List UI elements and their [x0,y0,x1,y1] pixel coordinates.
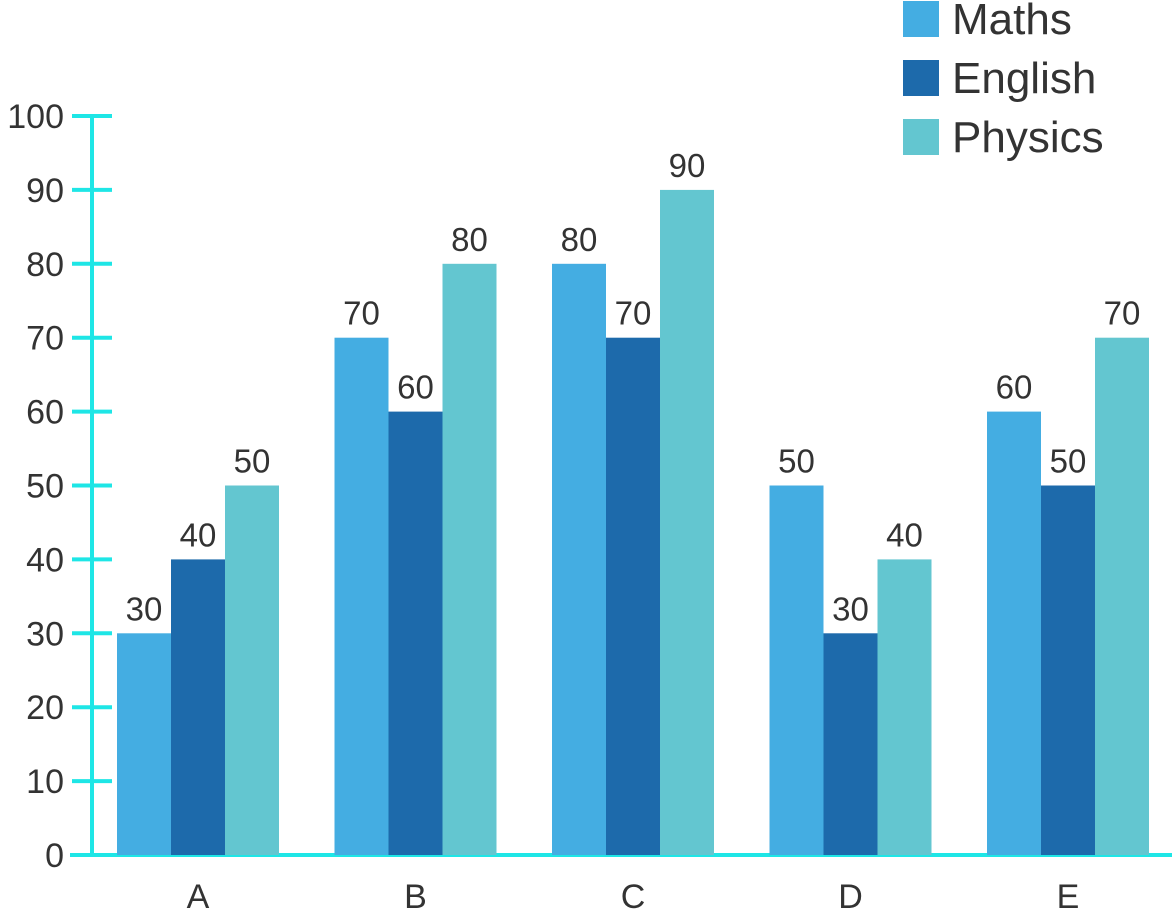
bar [606,337,660,855]
y-tick-label: 40 [26,541,64,579]
bar [117,633,171,855]
bar [552,263,606,855]
bar [442,263,497,855]
bar [823,633,878,855]
bar [987,411,1041,855]
legend-swatch [903,1,939,37]
data-label: 80 [561,221,598,258]
data-label: 40 [180,516,217,553]
y-tick-label: 50 [26,468,64,506]
data-label: 30 [126,590,163,627]
data-labels: 30 40 50 70 60 80 80 70 90 50 30 40 60 50 70 [126,147,1141,627]
y-tick-label: 90 [26,172,64,210]
legend-label: Maths [952,0,1072,44]
bar [1041,485,1095,855]
legend-swatch [903,60,939,96]
y-tick-label: 20 [26,689,64,727]
y-tick-label: 100 [7,98,64,136]
bar [660,189,714,855]
bar [877,559,932,855]
data-label: 50 [234,443,271,480]
bar [388,411,443,855]
data-label: 70 [1104,295,1141,332]
bar [1095,337,1149,855]
data-label: 60 [996,369,1033,406]
data-label: 50 [778,443,815,480]
x-tick-label: A [187,878,210,912]
data-label: 70 [615,295,652,332]
legend: Maths English Physics [903,0,1104,162]
data-label: 40 [886,516,923,553]
y-tick-label: 30 [26,615,64,653]
data-label: 50 [1050,443,1087,480]
bar [171,559,225,855]
legend-label: Physics [952,113,1104,162]
x-tick-label: B [404,878,427,912]
legend-swatch [903,119,939,155]
bars [117,189,1149,855]
bar [334,337,389,855]
data-label: 80 [451,221,488,258]
legend-label: English [952,54,1096,103]
data-label: 70 [343,295,380,332]
x-tick-label: D [838,878,863,912]
data-label: 90 [669,147,706,184]
bar [225,485,279,855]
y-tick-label: 70 [26,320,64,358]
data-label: 30 [832,590,869,627]
y-tick-label: 60 [26,394,64,432]
y-tick-label: 10 [26,763,64,801]
x-tick-label: E [1057,878,1080,912]
y-tick-label: 80 [26,246,64,284]
bar [769,485,824,855]
x-tick-label: C [621,878,646,912]
data-label: 60 [397,369,434,406]
y-tick-label: 0 [45,837,64,875]
